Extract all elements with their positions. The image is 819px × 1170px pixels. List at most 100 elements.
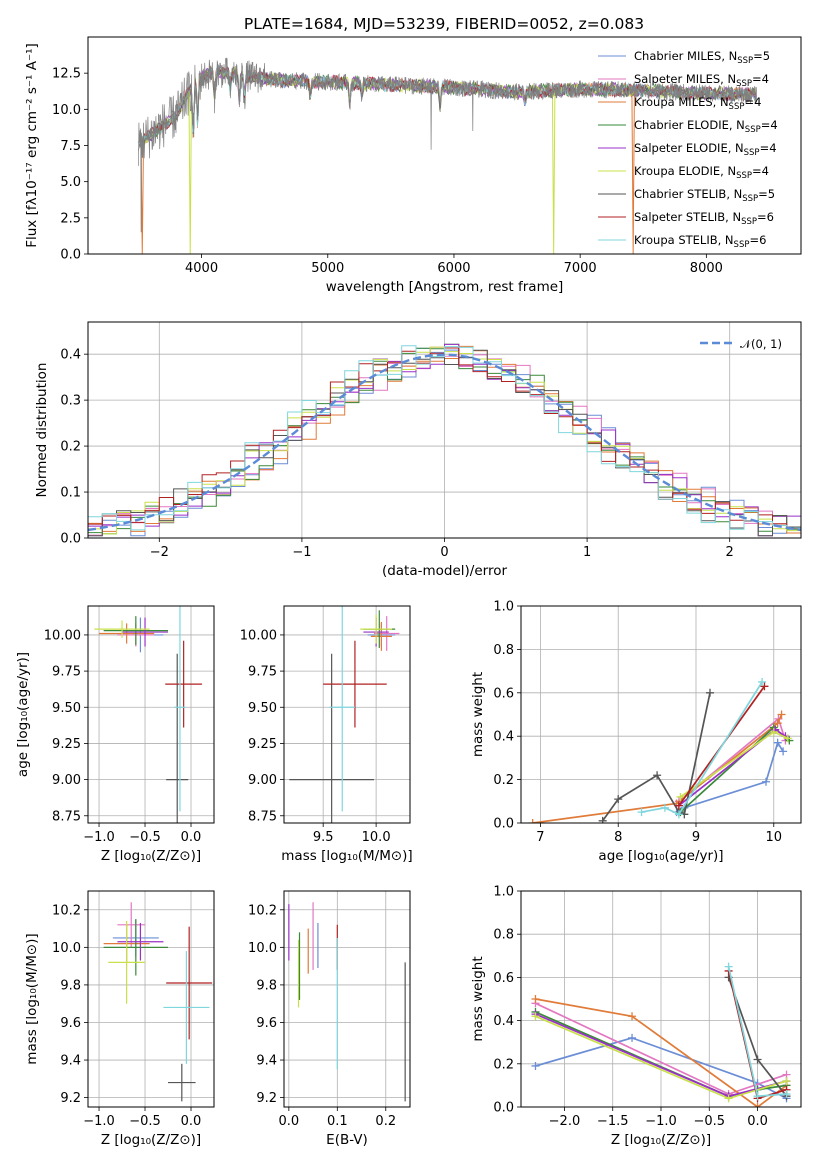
- legend-suffix: =4: [752, 164, 769, 178]
- x-tick-label: −1.5: [597, 1114, 629, 1129]
- plus-marker: [674, 801, 683, 810]
- y-tick-label: 9.75: [52, 665, 81, 680]
- x-axis-label: Z [log₁₀(Z/Z⊙)]: [101, 848, 201, 864]
- y-tick-label: 9.00: [248, 773, 277, 788]
- y-tick-label: 9.8: [256, 978, 277, 993]
- plus-marker: [760, 682, 769, 691]
- plus-marker: [779, 747, 788, 756]
- legend-entry: Salpeter ELODIE, NSSP=4: [634, 141, 777, 158]
- x-tick-label: −2.0: [549, 1114, 581, 1129]
- model-dropout: [551, 90, 556, 254]
- axes-frame: [87, 36, 802, 255]
- y-tick-label: 0.8: [493, 928, 514, 943]
- y-tick-label: 1.0: [493, 885, 514, 900]
- panel-1: 4000 5000 6000 7000 8000 0.0 2.5 5.0 7.5 10.0 12.5…: [24, 36, 802, 295]
- model-dropout: [631, 90, 635, 254]
- legend-suffix: =4: [760, 141, 777, 155]
- y-tick-label: 9.6: [256, 1016, 277, 1031]
- legend-entry: Chabrier ELODIE, NSSP=4: [634, 118, 778, 135]
- x-axis-label: (data-model)/error: [382, 563, 508, 579]
- axes-frame: [87, 321, 802, 539]
- y-axis-label: mass weight: [470, 956, 486, 1041]
- x-tick-label: 4000: [185, 261, 218, 276]
- x-tick-label: 0.0: [747, 1114, 768, 1129]
- panel-2: −2 −1 0 1 2 0.0 0.1 0.2 0.3 0.4 (data-model)/error…: [34, 321, 802, 579]
- plus-marker: [762, 777, 770, 786]
- plus-marker: [758, 677, 767, 686]
- x-axis-label: Z [log₁₀(Z/Z⊙)]: [101, 1132, 201, 1148]
- y-tick-label: 9.25: [52, 737, 81, 752]
- legend-sub: SSP: [741, 217, 757, 227]
- y-tick-label: 10.0: [52, 941, 81, 956]
- x-tick-label: 0.0: [181, 830, 202, 845]
- y-tick-label: 9.50: [52, 701, 81, 716]
- legend: 𝒩(0, 1): [700, 337, 782, 351]
- y-tick-label: 9.2: [60, 1091, 81, 1106]
- y-tick-label: 12.5: [52, 67, 81, 82]
- plus-marker: [614, 795, 623, 804]
- y-tick-label: 9.6: [60, 1016, 81, 1031]
- plot-area: [138, 57, 758, 254]
- x-axis-label: age [log₁₀(age/yr)]: [598, 848, 723, 864]
- y-tick-label: 0.0: [60, 248, 81, 263]
- legend-label: Kroupa MILES, N: [634, 95, 729, 109]
- gaussian-curve: [88, 353, 801, 532]
- axes-frame: [283, 605, 411, 824]
- plus-marker: [777, 710, 786, 719]
- legend-entry: Salpeter MILES, NSSP=4: [634, 72, 769, 89]
- legend-sub: SSP: [737, 56, 753, 66]
- y-tick-label: 5.0: [60, 175, 81, 190]
- x-tick-label: 1: [583, 545, 591, 560]
- x-tick-label: 6000: [437, 261, 470, 276]
- x-tick-label: 8000: [690, 261, 723, 276]
- x-tick-label: 2: [726, 545, 734, 560]
- panel-5: 7 8 9 10 0.0 0.2 0.4 0.6 0.8 1.0 age [log₁₀(age/yr…: [470, 600, 802, 864]
- plus-marker: [724, 962, 733, 971]
- x-tick-label: 9: [692, 830, 700, 845]
- y-tick-label: 10.00: [44, 628, 81, 643]
- x-tick-label: −1.0: [83, 1114, 115, 1129]
- plot-area: [289, 606, 400, 823]
- y-tick-label: 9.50: [248, 701, 277, 716]
- plus-marker: [531, 1012, 540, 1021]
- x-tick-label: −0.5: [129, 1114, 161, 1129]
- legend-suffix: =5: [753, 49, 770, 63]
- legend-label: Salpeter ELODIE, N: [634, 141, 744, 155]
- y-tick-label: 0.3: [60, 394, 81, 409]
- mass-weight-line: [641, 681, 763, 816]
- plus-marker: [628, 1012, 637, 1021]
- x-tick-label: 0.2: [375, 1114, 396, 1129]
- x-tick-label: 8: [614, 830, 622, 845]
- panel-7: 0.0 0.1 0.2 9.2 9.4 9.6 9.8 10.0 10.2 E(B-V): [248, 890, 411, 1148]
- plus-marker: [753, 1055, 762, 1064]
- plus-marker: [598, 816, 607, 823]
- y-tick-label: 0.2: [493, 773, 514, 788]
- y-axis-label: Normed distribution: [34, 363, 50, 498]
- mass-weight-line: [532, 714, 783, 823]
- y-tick-label: 0.1: [60, 486, 81, 501]
- plus-marker: [628, 1033, 637, 1042]
- plus-marker: [653, 771, 662, 780]
- y-tick-label: 8.75: [248, 809, 277, 824]
- plot-area: [94, 606, 203, 823]
- y-tick-label: 0.4: [493, 1014, 514, 1029]
- x-tick-label: −2: [150, 545, 169, 560]
- legend-sub: SSP: [745, 125, 761, 135]
- y-tick-label: 0.6: [493, 971, 514, 986]
- legend-entry: Kroupa STELIB, NSSP=6: [634, 233, 766, 250]
- y-tick-label: 10.00: [240, 628, 277, 643]
- legend-entry: Salpeter STELIB, NSSP=6: [634, 210, 774, 227]
- axes-frame: [520, 890, 802, 1108]
- plot-area: [531, 962, 791, 1107]
- y-tick-label: 9.2: [256, 1091, 277, 1106]
- legend-label: Chabrier MILES, N: [634, 49, 737, 63]
- plus-marker: [773, 738, 782, 747]
- mass-weight-line: [535, 1037, 787, 1100]
- y-tick-label: 0.4: [493, 730, 514, 745]
- legend-label: Salpeter MILES, N: [634, 72, 736, 86]
- plus-marker: [660, 803, 669, 812]
- y-tick-label: 0.6: [493, 686, 514, 701]
- panel-8: −2.0 −1.5 −1.0 −0.5 0.0 0.0 0.2 0.4 0.6 0.8 1.0 Z […: [470, 885, 802, 1148]
- x-tick-label: 0.1: [327, 1114, 348, 1129]
